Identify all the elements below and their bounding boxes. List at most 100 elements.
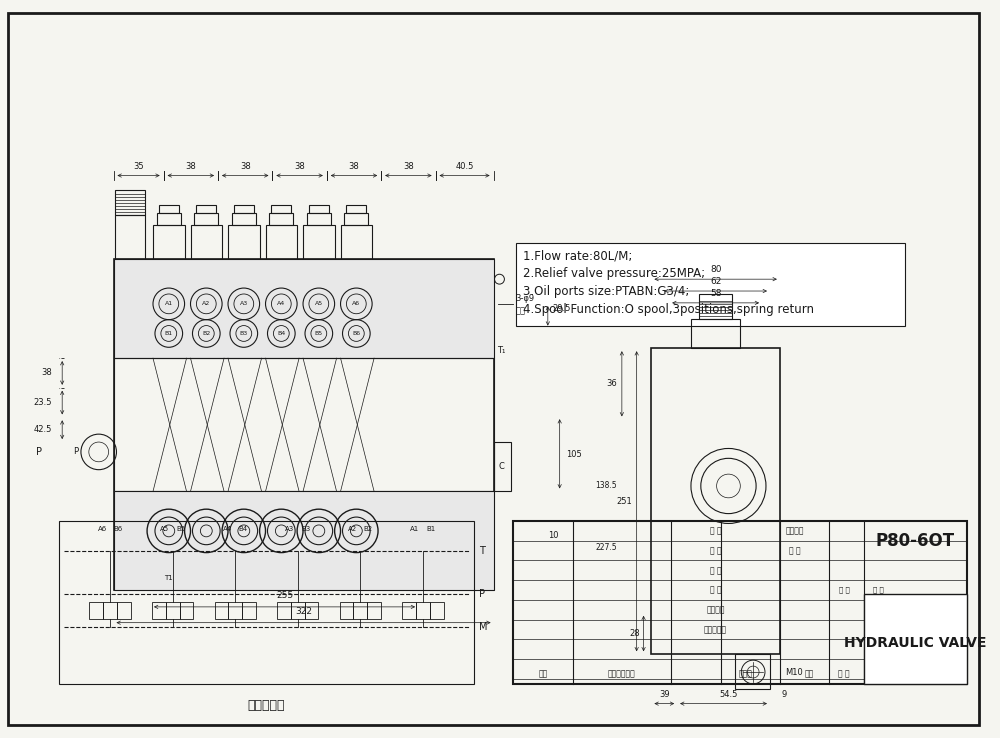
Text: 28: 28 (629, 629, 640, 638)
Text: B1: B1 (426, 526, 435, 532)
Text: 40.5: 40.5 (455, 162, 474, 170)
Text: B1: B1 (165, 331, 173, 336)
Text: 322: 322 (295, 607, 312, 615)
Text: B4: B4 (239, 526, 248, 532)
Bar (344, 213, 368, 225)
Bar (117, 601, 131, 619)
Text: B2: B2 (202, 331, 210, 336)
Text: 138.5: 138.5 (595, 481, 617, 491)
Text: 39: 39 (659, 690, 670, 699)
Bar (194, 213, 218, 225)
Text: 制 图: 制 图 (710, 546, 721, 555)
Text: 设 计: 设 计 (710, 526, 721, 535)
Text: A2: A2 (202, 301, 210, 306)
Text: A3: A3 (240, 301, 248, 306)
Text: 图样标记: 图样标记 (785, 526, 804, 535)
FancyBboxPatch shape (516, 243, 905, 325)
Bar (309, 205, 329, 213)
Bar (103, 601, 117, 619)
Text: 80: 80 (710, 265, 721, 275)
Bar (271, 205, 291, 213)
Text: M: M (479, 622, 487, 632)
Bar (367, 601, 381, 619)
Bar (735, 655, 770, 689)
Text: B5: B5 (176, 526, 185, 532)
Text: 通孔: 通孔 (515, 306, 525, 315)
Bar (114, 358, 494, 492)
Text: A1: A1 (165, 301, 173, 306)
Bar (114, 492, 494, 590)
Text: P80-6OT: P80-6OT (876, 532, 955, 550)
Text: 4.Spool Function:O spool,3positions,spring return: 4.Spool Function:O spool,3positions,spri… (523, 303, 814, 316)
Bar (234, 205, 254, 213)
Text: 38: 38 (240, 162, 251, 170)
Text: 38: 38 (185, 162, 196, 170)
Bar (353, 601, 367, 619)
Bar (303, 225, 335, 260)
Bar (232, 213, 256, 225)
Bar (430, 601, 444, 619)
Bar (89, 601, 103, 619)
Text: 单 范: 单 范 (873, 587, 884, 593)
Text: 255: 255 (276, 591, 293, 600)
Text: 105: 105 (566, 449, 581, 459)
Text: 签 名: 签 名 (838, 669, 850, 678)
Text: HYDRAULIC VALVE: HYDRAULIC VALVE (844, 636, 987, 650)
Text: A6: A6 (98, 526, 107, 532)
Text: B5: B5 (315, 331, 323, 336)
Text: A2: A2 (348, 526, 357, 532)
Bar (341, 225, 372, 260)
Bar (114, 260, 494, 590)
Bar (277, 601, 291, 619)
Bar (513, 521, 967, 684)
Text: 校 对: 校 对 (710, 586, 721, 595)
Bar (346, 205, 366, 213)
Bar (196, 205, 216, 213)
Text: B2: B2 (364, 526, 373, 532)
Text: 38: 38 (403, 162, 414, 170)
Text: 描 图: 描 图 (710, 566, 721, 575)
Text: B3: B3 (301, 526, 310, 532)
Text: 3.Oil ports size:PTABN:G3/4;: 3.Oil ports size:PTABN:G3/4; (523, 285, 690, 298)
Bar (269, 213, 293, 225)
Text: M10: M10 (785, 668, 802, 677)
Text: B4: B4 (277, 331, 285, 336)
Text: 38: 38 (42, 368, 52, 377)
Text: 54.5: 54.5 (719, 690, 738, 699)
Bar (242, 601, 256, 619)
Text: P: P (73, 447, 79, 456)
Text: 标准化检查: 标准化检查 (704, 625, 727, 634)
Bar (864, 594, 967, 684)
Bar (166, 601, 180, 619)
Text: 38: 38 (294, 162, 305, 170)
Text: A1: A1 (410, 526, 420, 532)
Text: 10: 10 (548, 531, 558, 540)
Bar (228, 601, 242, 619)
Text: A3: A3 (285, 526, 294, 532)
Text: 共 范: 共 范 (839, 587, 849, 593)
Bar (59, 521, 474, 684)
Text: 液压原理图: 液压原理图 (248, 699, 285, 711)
Text: A6: A6 (352, 301, 360, 306)
Text: 标记: 标记 (538, 669, 548, 678)
Text: A4: A4 (223, 526, 232, 532)
Bar (228, 225, 260, 260)
Bar (494, 442, 511, 492)
Bar (115, 215, 145, 260)
Text: 3-φ9: 3-φ9 (515, 294, 534, 303)
Text: 29.5: 29.5 (553, 304, 571, 314)
Text: 36: 36 (606, 379, 617, 388)
Text: 日期: 日期 (805, 669, 814, 678)
Bar (291, 601, 305, 619)
Text: C: C (498, 462, 504, 472)
Bar (191, 225, 222, 260)
Text: 251: 251 (616, 497, 632, 506)
Text: P: P (479, 590, 485, 599)
Bar (402, 601, 416, 619)
Text: T1: T1 (164, 575, 173, 582)
Bar (416, 601, 430, 619)
Text: 227.5: 227.5 (595, 542, 617, 552)
Text: T₁: T₁ (497, 345, 506, 355)
Text: 2.Relief valve pressure:25MPA;: 2.Relief valve pressure:25MPA; (523, 267, 705, 280)
Text: 更改内容概况: 更改内容概况 (608, 669, 636, 678)
